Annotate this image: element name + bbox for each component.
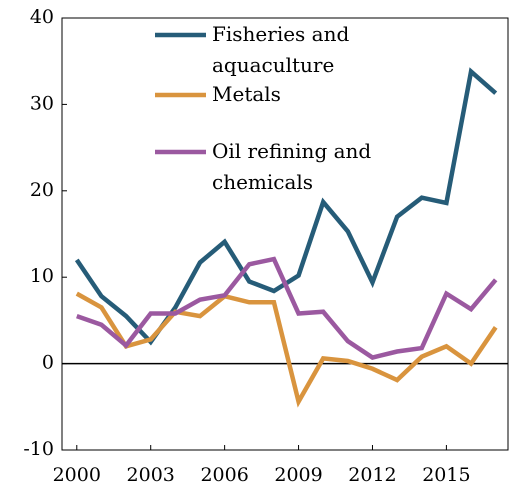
- y-tick-label: 0: [42, 352, 54, 374]
- legend-label: Fisheries and aquaculture: [212, 22, 350, 77]
- x-tick-label: 2006: [200, 464, 248, 486]
- legend-label: Metals: [212, 82, 281, 106]
- x-tick-label: 2009: [274, 464, 322, 486]
- y-tick-label: 20: [30, 179, 54, 201]
- x-tick-label: 2015: [422, 464, 470, 486]
- x-tick-label: 2003: [127, 464, 175, 486]
- y-tick-label: 10: [30, 265, 54, 287]
- plot-frame: [61, 17, 509, 451]
- y-tick-label: 30: [30, 92, 54, 114]
- legend-label: Oil refining and chemicals: [212, 139, 372, 194]
- series-line: [74, 67, 498, 346]
- y-tick-label: -10: [23, 438, 54, 460]
- series-line: [76, 256, 498, 360]
- series-line: [75, 291, 498, 408]
- y-tick-label: 40: [30, 6, 54, 28]
- x-tick-label: 2012: [348, 464, 396, 486]
- x-tick-label: 2000: [53, 464, 101, 486]
